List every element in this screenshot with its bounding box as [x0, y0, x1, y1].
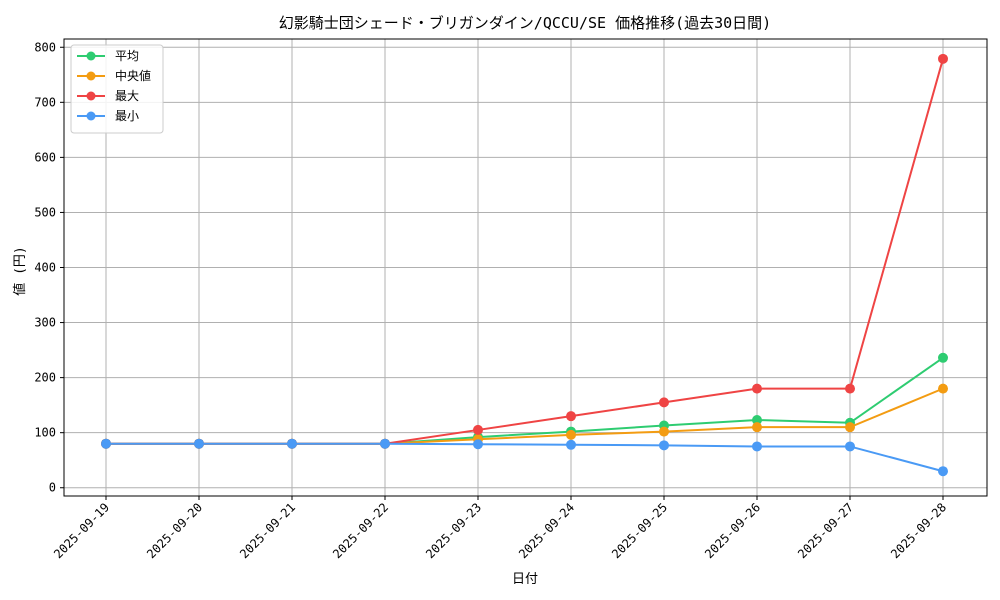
x-tick-label: 2025-09-27	[795, 500, 856, 561]
data-point	[845, 441, 855, 452]
chart-title: 幻影騎士団シェード・ブリガンダイン/QCCU/SE 価格推移(過去30日間)	[279, 14, 771, 32]
legend-label: 最大	[115, 89, 139, 103]
data-point	[659, 426, 669, 437]
y-tick-label: 200	[34, 371, 56, 385]
legend-box	[70, 44, 164, 134]
data-point	[659, 397, 669, 408]
x-tick-label: 2025-09-21	[237, 500, 298, 561]
series-line	[106, 356, 944, 445]
y-tick-label: 800	[34, 40, 56, 54]
data-point	[938, 383, 948, 394]
legend-entry: 最大	[77, 89, 139, 103]
legend-entry: 平均	[77, 49, 139, 63]
data-point	[473, 439, 483, 450]
data-point	[938, 466, 948, 477]
x-axis-label: 日付	[512, 572, 538, 587]
series-layer	[101, 53, 948, 477]
legend-label: 最小	[115, 109, 139, 123]
y-tick-label: 100	[34, 426, 56, 440]
data-point	[101, 438, 111, 449]
x-tick-label: 2025-09-20	[144, 500, 205, 561]
data-point	[752, 383, 762, 394]
data-point	[659, 440, 669, 451]
legend-marker	[86, 91, 96, 101]
data-point	[566, 429, 576, 440]
data-point	[380, 438, 390, 449]
data-point	[194, 438, 204, 449]
data-point	[566, 439, 576, 450]
series-line	[106, 387, 944, 445]
series-0	[101, 352, 948, 449]
data-point	[938, 53, 948, 64]
y-tick-label: 300	[34, 316, 56, 330]
y-tick-label: 500	[34, 205, 56, 219]
legend-entry: 最小	[77, 109, 139, 123]
series-2	[101, 53, 948, 449]
y-tick-label: 700	[34, 95, 56, 109]
data-point	[752, 422, 762, 433]
x-tick-label: 2025-09-24	[516, 500, 577, 561]
x-tick-label: 2025-09-25	[609, 500, 670, 561]
legend-label: 平均	[115, 49, 139, 63]
data-point	[845, 383, 855, 394]
data-point	[752, 441, 762, 452]
x-tick-label: 2025-09-26	[702, 500, 763, 561]
data-point	[938, 352, 948, 363]
data-point	[473, 424, 483, 435]
series-3	[101, 438, 948, 477]
data-point	[845, 422, 855, 433]
y-tick-label: 400	[34, 261, 56, 275]
grid-layer	[64, 39, 987, 496]
legend-marker	[86, 51, 96, 61]
x-tick-label: 2025-09-19	[51, 500, 112, 561]
data-point	[566, 411, 576, 422]
series-line	[106, 58, 944, 445]
x-tick-label: 2025-09-23	[423, 500, 484, 561]
legend-entry: 中央値	[77, 68, 151, 83]
data-point	[752, 415, 762, 426]
x-tick-label: 2025-09-22	[330, 500, 391, 561]
legend-label: 中央値	[115, 68, 151, 83]
legend-marker	[86, 111, 96, 121]
y-tick-label: 600	[34, 150, 56, 164]
data-point	[287, 438, 297, 449]
x-tick-label: 2025-09-28	[888, 500, 949, 561]
y-tick-label: 0	[49, 481, 56, 495]
series-line	[106, 442, 944, 473]
series-1	[101, 383, 948, 449]
y-axis-label: 値 (円)	[12, 246, 28, 295]
axes-layer: 0 100 200 300 400 500 600 700 800 2025-09-19 2025-…	[34, 38, 988, 561]
legend-marker	[86, 71, 96, 81]
